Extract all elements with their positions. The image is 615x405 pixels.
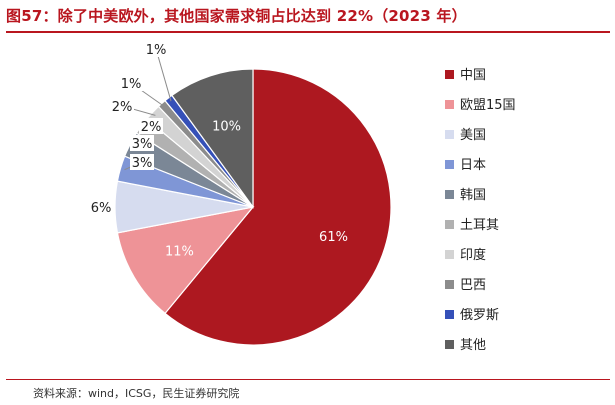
slice-label-1: 11%	[165, 245, 194, 260]
slice-label-7: 1%	[121, 77, 142, 92]
slice-labels: 61% 11% 6% 3% 3% 2% 2% 1% 1% 10%	[91, 41, 348, 260]
pie-chart: 61% 11% 6% 3% 3% 2% 2% 1% 1% 10% 中国欧盟15国美国日本韩国土耳其…	[91, 41, 516, 353]
slice-label-5: 2%	[141, 120, 162, 135]
slice-label-bg-7	[119, 75, 143, 91]
legend-swatch-6	[445, 250, 454, 259]
legend-label-0: 中国	[460, 68, 486, 83]
slice-label-bg-5	[139, 118, 163, 134]
legend-swatch-8	[445, 310, 454, 319]
slice-label-4: 3%	[132, 137, 153, 152]
pie-slice-0	[164, 68, 392, 346]
legend-swatch-5	[445, 220, 454, 229]
legend-swatch-0	[445, 70, 454, 79]
pie-slices	[114, 68, 392, 346]
legend-label-1: 欧盟15国	[460, 98, 516, 113]
slice-label-9: 10%	[212, 120, 241, 135]
legend-swatch-3	[445, 160, 454, 169]
slice-label-bg-8	[144, 41, 168, 57]
legend-swatch-7	[445, 280, 454, 289]
legend-swatch-9	[445, 340, 454, 349]
slice-label-bg-6	[110, 98, 134, 114]
slice-label-0: 61%	[319, 230, 348, 245]
pie-slice-1	[116, 206, 255, 315]
source-note: 资料来源：wind，ICSG，民生证券研究院	[33, 387, 240, 400]
legend-swatch-1	[445, 100, 454, 109]
legend-label-3: 日本	[460, 158, 486, 173]
slice-label-6: 2%	[112, 100, 133, 115]
slice-label-bg-3	[130, 154, 154, 170]
source-divider	[6, 379, 610, 380]
legend-swatch-4	[445, 190, 454, 199]
legend-label-7: 巴西	[460, 278, 486, 293]
legend-label-6: 印度	[460, 247, 486, 263]
legend-swatch-2	[445, 130, 454, 139]
slice-label-bg-4	[130, 135, 154, 151]
legend-label-9: 其他	[460, 338, 486, 353]
legend-label-4: 韩国	[460, 188, 486, 203]
legend-label-2: 美国	[460, 128, 486, 143]
pie-slice-9	[171, 68, 254, 209]
leader-line-8	[155, 48, 172, 102]
slice-label-2: 6%	[91, 201, 112, 216]
legend-label-8: 俄罗斯	[460, 308, 499, 323]
title-divider	[6, 31, 610, 33]
slice-label-8: 1%	[146, 43, 167, 58]
legend-label-5: 土耳其	[460, 218, 499, 233]
slice-label-3: 3%	[132, 156, 153, 171]
figure-title: 图57：除了中美欧外，其他国家需求铜占比达到 22%（2023 年）	[6, 7, 467, 25]
